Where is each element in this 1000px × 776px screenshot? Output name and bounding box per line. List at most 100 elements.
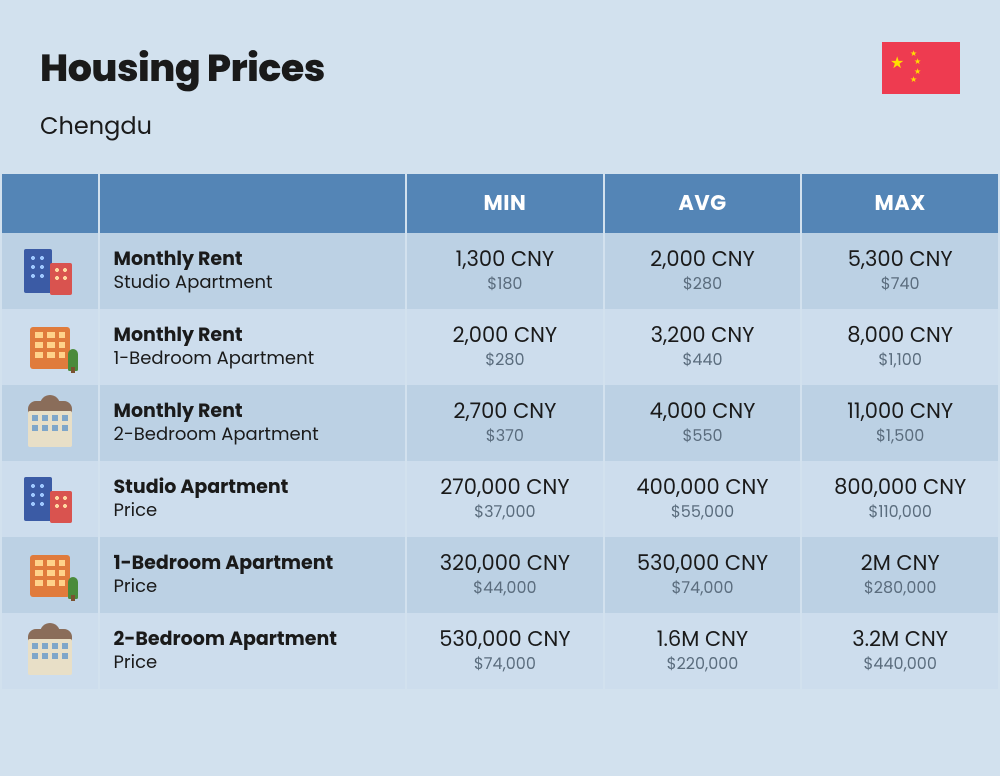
page-title: Housing Prices xyxy=(40,40,960,97)
row-title: 2-Bedroom Apartment xyxy=(114,628,396,651)
value-secondary: $180 xyxy=(417,274,593,295)
row-label-cell: Monthly Rent 2-Bedroom Apartment xyxy=(100,385,406,461)
page-subtitle: Chengdu xyxy=(40,109,960,144)
buildings-icon xyxy=(22,475,78,523)
value-secondary: $550 xyxy=(615,426,791,447)
avg-cell: 1.6M CNY $220,000 xyxy=(605,613,801,689)
value-secondary: $740 xyxy=(812,274,988,295)
page-container: Housing Prices Chengdu ★ ★ ★ ★ ★ MIN AVG… xyxy=(0,0,1000,776)
header-min: MIN xyxy=(407,174,603,233)
row-title: Monthly Rent xyxy=(114,324,396,347)
row-icon-cell xyxy=(2,309,98,385)
table-row: Studio Apartment Price 270,000 CNY $37,0… xyxy=(2,461,998,537)
header-icon-col xyxy=(2,174,98,233)
row-label-cell: 1-Bedroom Apartment Price xyxy=(100,537,406,613)
value-primary: 2,700 CNY xyxy=(417,399,593,425)
header-label-col xyxy=(100,174,406,233)
value-primary: 1.6M CNY xyxy=(615,627,791,653)
row-subtitle: Studio Apartment xyxy=(114,271,396,294)
max-cell: 11,000 CNY $1,500 xyxy=(802,385,998,461)
avg-cell: 530,000 CNY $74,000 xyxy=(605,537,801,613)
value-primary: 270,000 CNY xyxy=(417,475,593,501)
max-cell: 2M CNY $280,000 xyxy=(802,537,998,613)
value-primary: 2M CNY xyxy=(812,551,988,577)
row-label-cell: 2-Bedroom Apartment Price xyxy=(100,613,406,689)
row-subtitle: Price xyxy=(114,575,396,598)
table-row: 2-Bedroom Apartment Price 530,000 CNY $7… xyxy=(2,613,998,689)
price-table: MIN AVG MAX Monthly Rent Studio Apartmen… xyxy=(0,174,1000,689)
row-subtitle: Price xyxy=(114,651,396,674)
value-secondary: $110,000 xyxy=(812,502,988,523)
row-label-cell: Monthly Rent 1-Bedroom Apartment xyxy=(100,309,406,385)
value-secondary: $1,100 xyxy=(812,350,988,371)
value-secondary: $280,000 xyxy=(812,578,988,599)
min-cell: 1,300 CNY $180 xyxy=(407,233,603,309)
max-cell: 3.2M CNY $440,000 xyxy=(802,613,998,689)
row-icon-cell xyxy=(2,233,98,309)
row-subtitle: 2-Bedroom Apartment xyxy=(114,423,396,446)
value-secondary: $74,000 xyxy=(417,654,593,675)
row-title: Studio Apartment xyxy=(114,476,396,499)
row-icon-cell xyxy=(2,537,98,613)
header-avg: AVG xyxy=(605,174,801,233)
min-cell: 2,700 CNY $370 xyxy=(407,385,603,461)
row-title: 1-Bedroom Apartment xyxy=(114,552,396,575)
value-secondary: $44,000 xyxy=(417,578,593,599)
china-flag-icon: ★ ★ ★ ★ ★ xyxy=(882,42,960,94)
value-primary: 530,000 CNY xyxy=(417,627,593,653)
table-row: Monthly Rent Studio Apartment 1,300 CNY … xyxy=(2,233,998,309)
value-secondary: $74,000 xyxy=(615,578,791,599)
value-primary: 320,000 CNY xyxy=(417,551,593,577)
table-row: Monthly Rent 2-Bedroom Apartment 2,700 C… xyxy=(2,385,998,461)
value-secondary: $440 xyxy=(615,350,791,371)
value-secondary: $55,000 xyxy=(615,502,791,523)
row-icon-cell xyxy=(2,461,98,537)
value-secondary: $440,000 xyxy=(812,654,988,675)
row-icon-cell xyxy=(2,385,98,461)
value-primary: 4,000 CNY xyxy=(615,399,791,425)
buildings-icon xyxy=(22,247,78,295)
building-tree-icon xyxy=(22,551,78,599)
house-roof-icon xyxy=(22,399,78,447)
table-body: Monthly Rent Studio Apartment 1,300 CNY … xyxy=(2,233,998,689)
value-primary: 400,000 CNY xyxy=(615,475,791,501)
min-cell: 530,000 CNY $74,000 xyxy=(407,613,603,689)
value-primary: 530,000 CNY xyxy=(615,551,791,577)
value-primary: 5,300 CNY xyxy=(812,247,988,273)
min-cell: 320,000 CNY $44,000 xyxy=(407,537,603,613)
row-title: Monthly Rent xyxy=(114,248,396,271)
value-secondary: $280 xyxy=(615,274,791,295)
value-secondary: $37,000 xyxy=(417,502,593,523)
header-max: MAX xyxy=(802,174,998,233)
avg-cell: 2,000 CNY $280 xyxy=(605,233,801,309)
table-row: 1-Bedroom Apartment Price 320,000 CNY $4… xyxy=(2,537,998,613)
max-cell: 5,300 CNY $740 xyxy=(802,233,998,309)
value-secondary: $370 xyxy=(417,426,593,447)
min-cell: 2,000 CNY $280 xyxy=(407,309,603,385)
table-row: Monthly Rent 1-Bedroom Apartment 2,000 C… xyxy=(2,309,998,385)
row-subtitle: 1-Bedroom Apartment xyxy=(114,347,396,370)
avg-cell: 4,000 CNY $550 xyxy=(605,385,801,461)
min-cell: 270,000 CNY $37,000 xyxy=(407,461,603,537)
row-icon-cell xyxy=(2,613,98,689)
value-secondary: $1,500 xyxy=(812,426,988,447)
row-label-cell: Studio Apartment Price xyxy=(100,461,406,537)
row-label-cell: Monthly Rent Studio Apartment xyxy=(100,233,406,309)
row-subtitle: Price xyxy=(114,499,396,522)
building-tree-icon xyxy=(22,323,78,371)
header: Housing Prices Chengdu ★ ★ ★ ★ ★ xyxy=(0,0,1000,174)
max-cell: 8,000 CNY $1,100 xyxy=(802,309,998,385)
value-primary: 3.2M CNY xyxy=(812,627,988,653)
table-header-row: MIN AVG MAX xyxy=(2,174,998,233)
value-primary: 1,300 CNY xyxy=(417,247,593,273)
value-primary: 11,000 CNY xyxy=(812,399,988,425)
value-secondary: $280 xyxy=(417,350,593,371)
value-primary: 8,000 CNY xyxy=(812,323,988,349)
value-primary: 800,000 CNY xyxy=(812,475,988,501)
max-cell: 800,000 CNY $110,000 xyxy=(802,461,998,537)
value-primary: 2,000 CNY xyxy=(417,323,593,349)
avg-cell: 3,200 CNY $440 xyxy=(605,309,801,385)
row-title: Monthly Rent xyxy=(114,400,396,423)
value-secondary: $220,000 xyxy=(615,654,791,675)
house-roof-icon xyxy=(22,627,78,675)
